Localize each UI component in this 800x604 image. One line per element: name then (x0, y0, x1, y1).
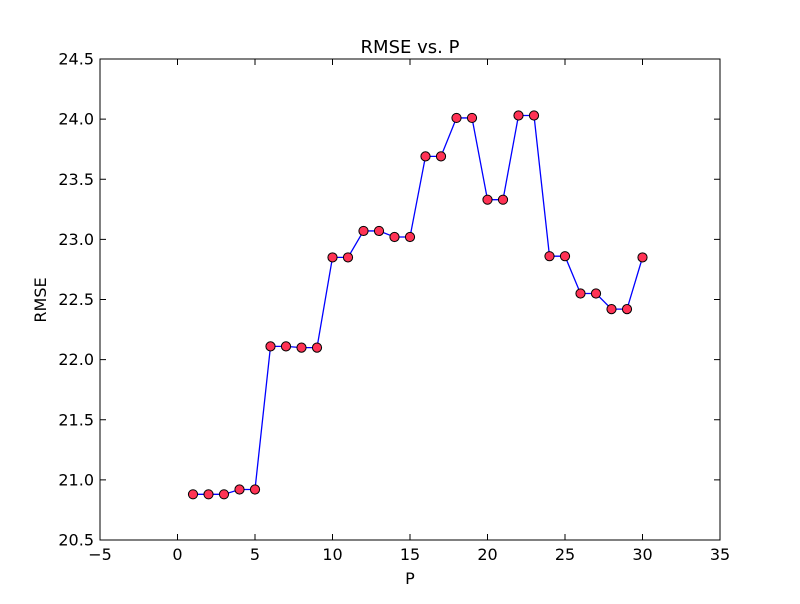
data-point (420, 151, 431, 162)
data-point (358, 225, 369, 237)
x-tick-label: 5 (250, 545, 260, 564)
data-point (482, 194, 493, 205)
y-tick-label: 21.5 (58, 410, 94, 429)
x-tick-label: −5 (88, 545, 112, 564)
data-point (296, 342, 307, 353)
ticks-layer: −5 0 5 10 15 20 25 30 35 20.5 21.0 21.5 22.0 22.5 23.0… (58, 50, 730, 565)
data-point (187, 489, 199, 500)
y-tick-label: 23.0 (58, 230, 94, 249)
plot-frame (99, 58, 721, 541)
plot-area (100, 59, 720, 540)
x-tick-label: 10 (322, 545, 342, 564)
series-layer (187, 110, 648, 500)
data-point (606, 304, 617, 315)
data-point (280, 341, 292, 352)
data-point (466, 112, 478, 124)
data-point (528, 110, 540, 121)
data-point (234, 484, 245, 495)
y-tick-label: 24.5 (58, 50, 94, 69)
x-tick-label: 15 (400, 545, 420, 564)
data-point (389, 231, 400, 243)
data-point (497, 194, 509, 205)
data-point (544, 251, 555, 262)
data-point (249, 484, 261, 495)
data-point (203, 489, 214, 500)
data-point (513, 110, 524, 121)
y-axis-label: RMSE (31, 277, 50, 322)
data-point (590, 288, 602, 299)
y-tick-label: 22.5 (58, 290, 94, 309)
chart-title: RMSE vs. P (361, 37, 460, 58)
data-point (559, 251, 571, 262)
x-tick-label: 20 (477, 545, 497, 564)
data-point (404, 231, 416, 243)
y-tick-label: 24.0 (58, 110, 94, 129)
series-line (193, 114, 644, 495)
data-point (373, 225, 385, 237)
data-point (265, 341, 276, 352)
x-tick-label: 35 (710, 545, 730, 564)
data-point (621, 304, 633, 315)
data-point (637, 252, 648, 263)
x-axis-label: P (405, 569, 415, 588)
y-tick-label: 22.0 (58, 350, 94, 369)
data-point (575, 288, 586, 299)
x-tick-label: 25 (555, 545, 575, 564)
data-point (451, 112, 462, 124)
y-tick-label: 23.5 (58, 170, 94, 189)
data-point (435, 151, 447, 162)
y-tick-label: 20.5 (58, 531, 94, 550)
y-tick-label: 21.0 (58, 470, 94, 489)
x-tick-label: 0 (172, 545, 182, 564)
data-point (311, 342, 323, 353)
data-point (218, 489, 230, 500)
data-point (342, 252, 354, 263)
data-point (327, 252, 338, 263)
x-tick-label: 30 (632, 545, 652, 564)
